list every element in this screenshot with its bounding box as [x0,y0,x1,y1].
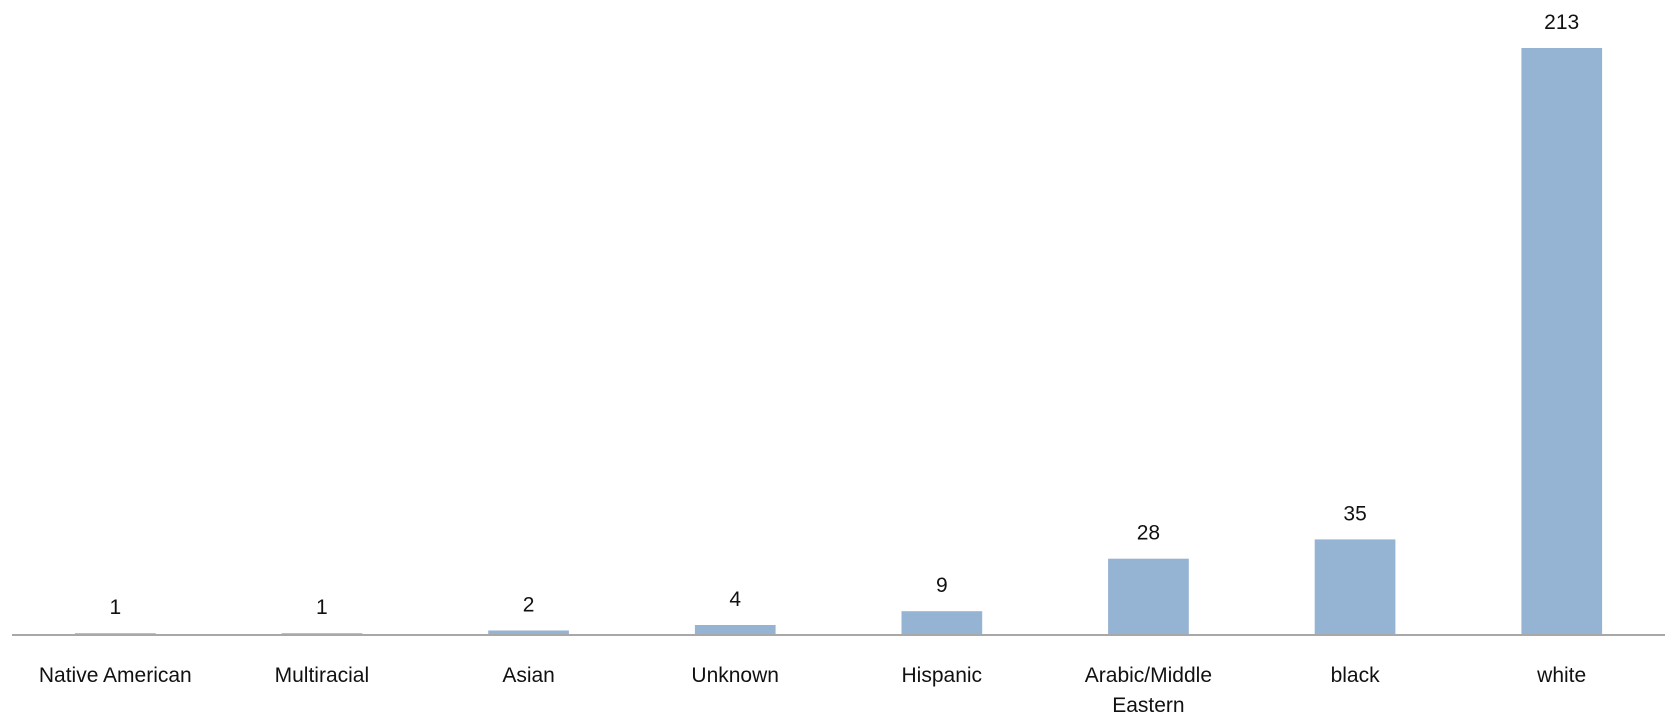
data-label: 2 [523,594,535,617]
category-label: white [1536,664,1586,687]
data-label: 9 [936,574,948,597]
category-label: Multiracial [275,664,370,687]
category-labels-group: Native American Multiracial Asian Unknown Hi… [39,664,1586,716]
data-label: 1 [316,596,328,619]
category-label: Native American [39,664,192,687]
bar [1519,46,1605,636]
category-label: Eastern [1112,694,1184,716]
data-label: 1 [109,596,121,619]
category-label: Hispanic [902,664,983,687]
bar [486,628,571,636]
data-label: 213 [1544,11,1579,34]
data-labels-group: 1 1 2 4 9 28 35 213 [109,11,1579,619]
bars-group [73,46,1605,637]
bar [1106,556,1191,637]
data-label: 28 [1137,522,1160,545]
bar [1312,537,1398,637]
data-label: 4 [729,588,741,611]
bar [692,623,778,636]
category-label: Asian [502,664,555,687]
bar [899,609,985,637]
category-label: black [1331,664,1381,687]
category-label: Unknown [691,664,779,687]
data-label: 35 [1343,502,1366,525]
category-label: Arabic/Middle [1085,664,1212,687]
